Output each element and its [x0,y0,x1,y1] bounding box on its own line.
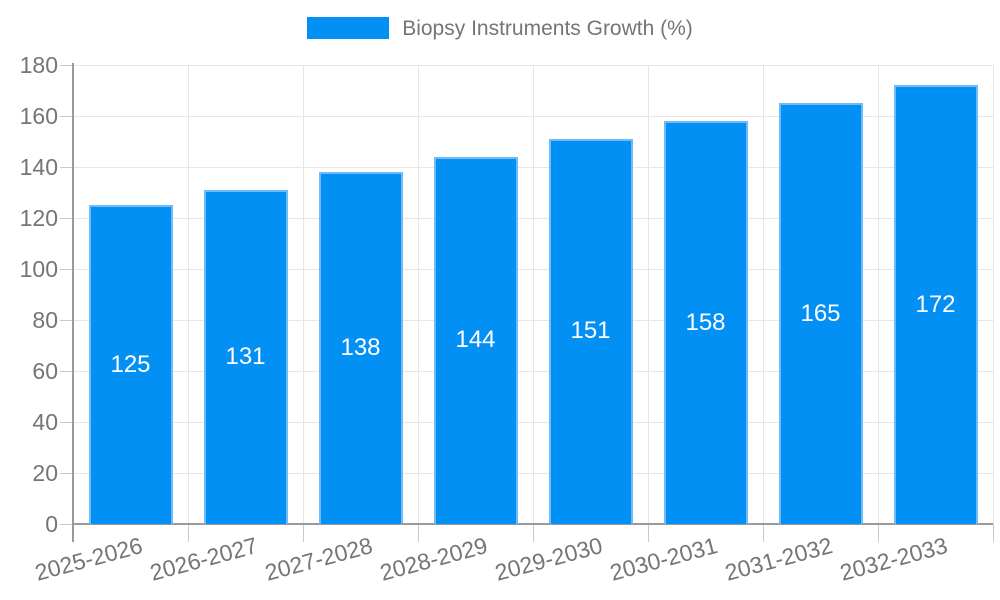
y-tick-mark [60,217,73,219]
bar-value-label: 165 [800,299,841,327]
y-tick-mark [60,268,73,270]
y-tick-label: 140 [19,154,58,180]
bar-value-label: 131 [225,342,266,370]
x-tick-label: 2031-2032 [721,532,835,586]
y-tick-label: 120 [19,205,58,231]
x-gridline [762,65,764,524]
x-tick-mark [187,524,189,542]
bar-value-label: 144 [455,326,496,354]
y-tick-label: 80 [32,307,58,333]
bar-value-label: 158 [685,308,726,336]
legend-label: Biopsy Instruments Growth (%) [402,16,693,40]
bar[interactable] [318,172,403,524]
y-tick-mark [60,115,73,117]
y-tick-mark [60,421,73,423]
x-tick-label: 2027-2028 [261,532,375,586]
x-gridline [877,65,879,524]
x-tick-mark [762,524,764,542]
y-tick-label: 100 [19,256,58,282]
bar-value-label: 125 [110,350,151,378]
bar-value-label: 151 [570,317,611,345]
x-tick-label: 2029-2030 [491,532,605,586]
legend-swatch [307,17,390,39]
x-axis-line [72,523,993,525]
bar[interactable] [433,156,518,524]
bar-value-label: 172 [915,290,956,318]
bar[interactable] [778,103,863,524]
x-tick-mark [302,524,304,542]
bar[interactable] [893,85,978,524]
x-gridline [187,65,189,524]
x-gridline [647,65,649,524]
y-tick-mark [60,319,73,321]
y-tick-mark [60,370,73,372]
y-tick-mark [60,523,73,525]
x-tick-mark [532,524,534,542]
x-gridline [992,65,994,524]
bar[interactable] [548,138,633,524]
y-tick-label: 60 [32,358,58,384]
bar[interactable] [203,189,288,524]
y-tick-label: 40 [32,409,58,435]
y-tick-label: 0 [45,511,58,537]
x-tick-label: 2026-2027 [146,532,260,586]
bar[interactable] [663,121,748,524]
x-tick-mark [877,524,879,542]
x-tick-label: 2028-2029 [376,532,490,586]
legend: Biopsy Instruments Growth (%) [0,17,1000,39]
x-tick-mark [417,524,419,542]
y-tick-mark [60,64,73,66]
y-tick-mark [60,166,73,168]
x-gridline [532,65,534,524]
bar[interactable] [88,205,173,524]
x-tick-label: 2032-2033 [836,532,950,586]
y-tick-label: 20 [32,460,58,486]
y-axis-line [72,63,74,542]
bar-value-label: 138 [340,334,381,362]
x-tick-mark [647,524,649,542]
y-tick-mark [60,472,73,474]
y-tick-label: 180 [19,52,58,78]
x-tick-label: 2025-2026 [31,532,145,586]
x-gridline [302,65,304,524]
x-tick-label: 2030-2031 [606,532,720,586]
y-tick-label: 160 [19,103,58,129]
x-tick-mark [992,524,994,542]
x-gridline [417,65,419,524]
